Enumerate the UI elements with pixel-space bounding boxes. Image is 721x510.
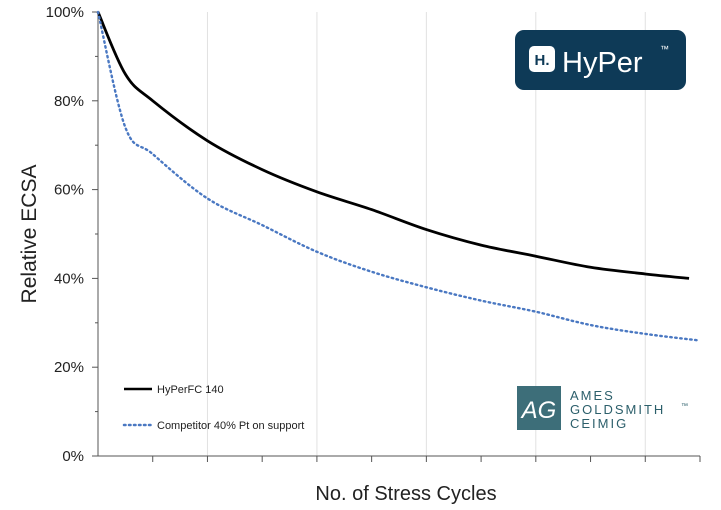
y-tick-label: 20% <box>54 359 84 376</box>
legend: HyPerFC 140 Competitor 40% Pt on support <box>122 384 304 432</box>
hyper-logo: H. HyPer ™ <box>515 30 686 90</box>
legend-label-competitor: Competitor 40% Pt on support <box>157 420 304 432</box>
series-layer <box>96 10 702 342</box>
hyper-logo-badge <box>529 46 555 72</box>
ames-goldsmith-trademark: ™ <box>681 403 688 410</box>
ames-goldsmith-logo: AG AMES GOLDSMITH ™ CEIMIG <box>517 386 688 431</box>
hyper-logo-wordmark: HyPer <box>562 47 643 79</box>
hyper-logo-trademark: ™ <box>660 44 669 54</box>
ames-goldsmith-line2: GOLDSMITH <box>570 402 665 417</box>
y-axis-title: Relative ECSA <box>18 165 41 304</box>
x-axis-title: No. of Stress Cycles <box>315 483 496 505</box>
y-tick-label: 60% <box>54 182 84 199</box>
ames-goldsmith-monogram: AG <box>520 397 557 424</box>
y-tick-label: 80% <box>54 93 84 110</box>
y-tick-label: 100% <box>46 4 84 21</box>
series-line-hyperfc-140 <box>96 11 690 280</box>
hyper-logo-badge-text: H. <box>535 52 550 69</box>
ames-goldsmith-line3: CEIMIG <box>570 416 628 431</box>
series-line-competitor <box>96 10 702 342</box>
hyper-logo-background <box>515 30 686 90</box>
ames-goldsmith-line1: AMES <box>570 388 615 403</box>
y-tick-label: 40% <box>54 270 84 287</box>
ames-goldsmith-monogram-box <box>517 386 561 430</box>
y-tick-labels: 0% 20% 40% 60% 80% 100% <box>46 4 84 465</box>
legend-label-hyperfc-140: HyPerFC 140 <box>157 384 224 396</box>
y-tick-label: 0% <box>62 448 84 465</box>
